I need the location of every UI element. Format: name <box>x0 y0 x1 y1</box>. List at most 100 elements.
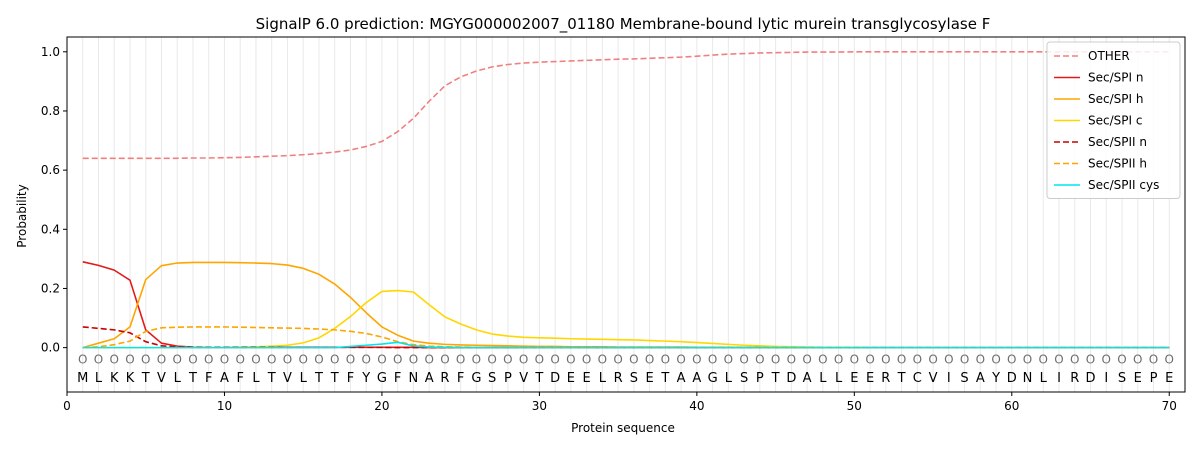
sequence-residue: L <box>252 371 260 386</box>
x-tick-label: 60 <box>1004 399 1019 413</box>
x-axis-label: Protein sequence <box>571 421 675 435</box>
sequence-residue: T <box>314 371 323 386</box>
sequence-residue: F <box>394 371 401 386</box>
residue-marker: O <box>976 352 985 366</box>
residue-marker: O <box>141 352 150 366</box>
residue-marker: O <box>582 352 591 366</box>
sequence-residue: R <box>440 371 449 386</box>
residue-marker: O <box>928 352 937 366</box>
sequence-residue: F <box>347 371 354 386</box>
sequence-residue: K <box>126 371 135 386</box>
sequence-residue: R <box>614 371 623 386</box>
y-tick-label: 1.0 <box>41 45 60 59</box>
sequence-residue: L <box>599 371 607 386</box>
residue-marker: O <box>645 352 654 366</box>
residue-marker: O <box>598 352 607 366</box>
residue-marker: O <box>1007 352 1016 366</box>
residue-marker: O <box>535 352 544 366</box>
sequence-residue: D <box>550 371 560 386</box>
y-tick-label: 0.2 <box>41 281 60 295</box>
plot-frame <box>66 36 1186 393</box>
residue-marker: O <box>676 352 685 366</box>
residue-marker: O <box>393 352 402 366</box>
sequence-residue: Y <box>361 371 370 386</box>
y-tick-label: 0.6 <box>41 163 60 177</box>
legend-box <box>1046 41 1181 199</box>
residue-marker: O <box>802 352 811 366</box>
sequence-residue: T <box>660 371 669 386</box>
residue-marker: O <box>157 352 166 366</box>
residue-marker: O <box>78 352 87 366</box>
residue-marker: O <box>739 352 748 366</box>
residue-marker: O <box>613 352 622 366</box>
sequence-residue: P <box>756 371 764 386</box>
residue-marker: O <box>409 352 418 366</box>
x-tick-label: 0 <box>63 399 71 413</box>
y-tick-label: 0.4 <box>41 222 60 236</box>
legend-label: OTHER <box>1088 49 1130 63</box>
series-line-sec-spi-c <box>82 289 1170 349</box>
sequence-residue: S <box>960 371 968 386</box>
sequence-residue: A <box>803 371 812 386</box>
residue-marker: O <box>1149 352 1158 366</box>
sequence-residue: G <box>471 371 481 386</box>
sequence-residue: V <box>157 371 166 386</box>
residue-marker: O <box>1023 352 1032 366</box>
sequence-residue: L <box>95 371 103 386</box>
sequence-residue: V <box>283 371 292 386</box>
sequence-residue: T <box>771 371 780 386</box>
residue-marker: O <box>1117 352 1126 366</box>
legend-label: Sec/SPII cys <box>1088 178 1159 192</box>
sequence-residue: A <box>220 371 229 386</box>
residue-marker: O <box>346 352 355 366</box>
series-line-sec-spii-cys <box>82 341 1170 349</box>
sequence-residue: E <box>1134 371 1142 386</box>
sequence-residue: L <box>835 371 843 386</box>
sequence-residue: V <box>519 371 528 386</box>
residue-marker: O <box>503 352 512 366</box>
residue-marker: O <box>424 352 433 366</box>
sequence-residue: M <box>77 371 88 386</box>
residue-marker: O <box>944 352 953 366</box>
x-tick-label: 70 <box>1162 399 1177 413</box>
sequence-residue: Y <box>991 371 1000 386</box>
residue-marker: O <box>440 352 449 366</box>
residue-marker: O <box>724 352 733 366</box>
residue-marker: O <box>298 352 307 366</box>
sequence-residue: L <box>725 371 733 386</box>
x-tick-label: 40 <box>689 399 704 413</box>
sequence-residue: I <box>1104 371 1108 386</box>
sequence-residue: E <box>850 371 858 386</box>
residue-marker: O <box>487 352 496 366</box>
residue-marker: O <box>235 352 244 366</box>
sequence-residue: D <box>786 371 796 386</box>
residue-marker: O <box>472 352 481 366</box>
residue-marker: O <box>1086 352 1095 366</box>
residue-marker: O <box>1165 352 1174 366</box>
sequence-residue: A <box>677 371 686 386</box>
residue-marker: O <box>377 352 386 366</box>
residue-marker: O <box>850 352 859 366</box>
x-tick-label: 10 <box>217 399 232 413</box>
sequence-residue: P <box>504 371 512 386</box>
residue-marker: O <box>1133 352 1142 366</box>
residue-marker: O <box>566 352 575 366</box>
legend-label: Sec/SPI n <box>1088 71 1143 85</box>
residue-marker: O <box>251 352 260 366</box>
sequence-residue: E <box>1165 371 1173 386</box>
sequence-residue: F <box>457 371 464 386</box>
residue-marker: O <box>708 352 717 366</box>
residue-marker: O <box>787 352 796 366</box>
residue-marker: O <box>1039 352 1048 366</box>
residue-marker: O <box>661 352 670 366</box>
sequence-residue: T <box>534 371 543 386</box>
residue-marker: O <box>267 352 276 366</box>
sequence-residue: D <box>1086 371 1096 386</box>
residue-marker: O <box>314 352 323 366</box>
sequence-residue: A <box>425 371 434 386</box>
sequence-residue: E <box>866 371 874 386</box>
residue-marker: O <box>125 352 134 366</box>
series-line-sec-spii-n <box>82 326 1170 349</box>
y-tick-label: 0.8 <box>41 104 60 118</box>
residue-marker: O <box>755 352 764 366</box>
